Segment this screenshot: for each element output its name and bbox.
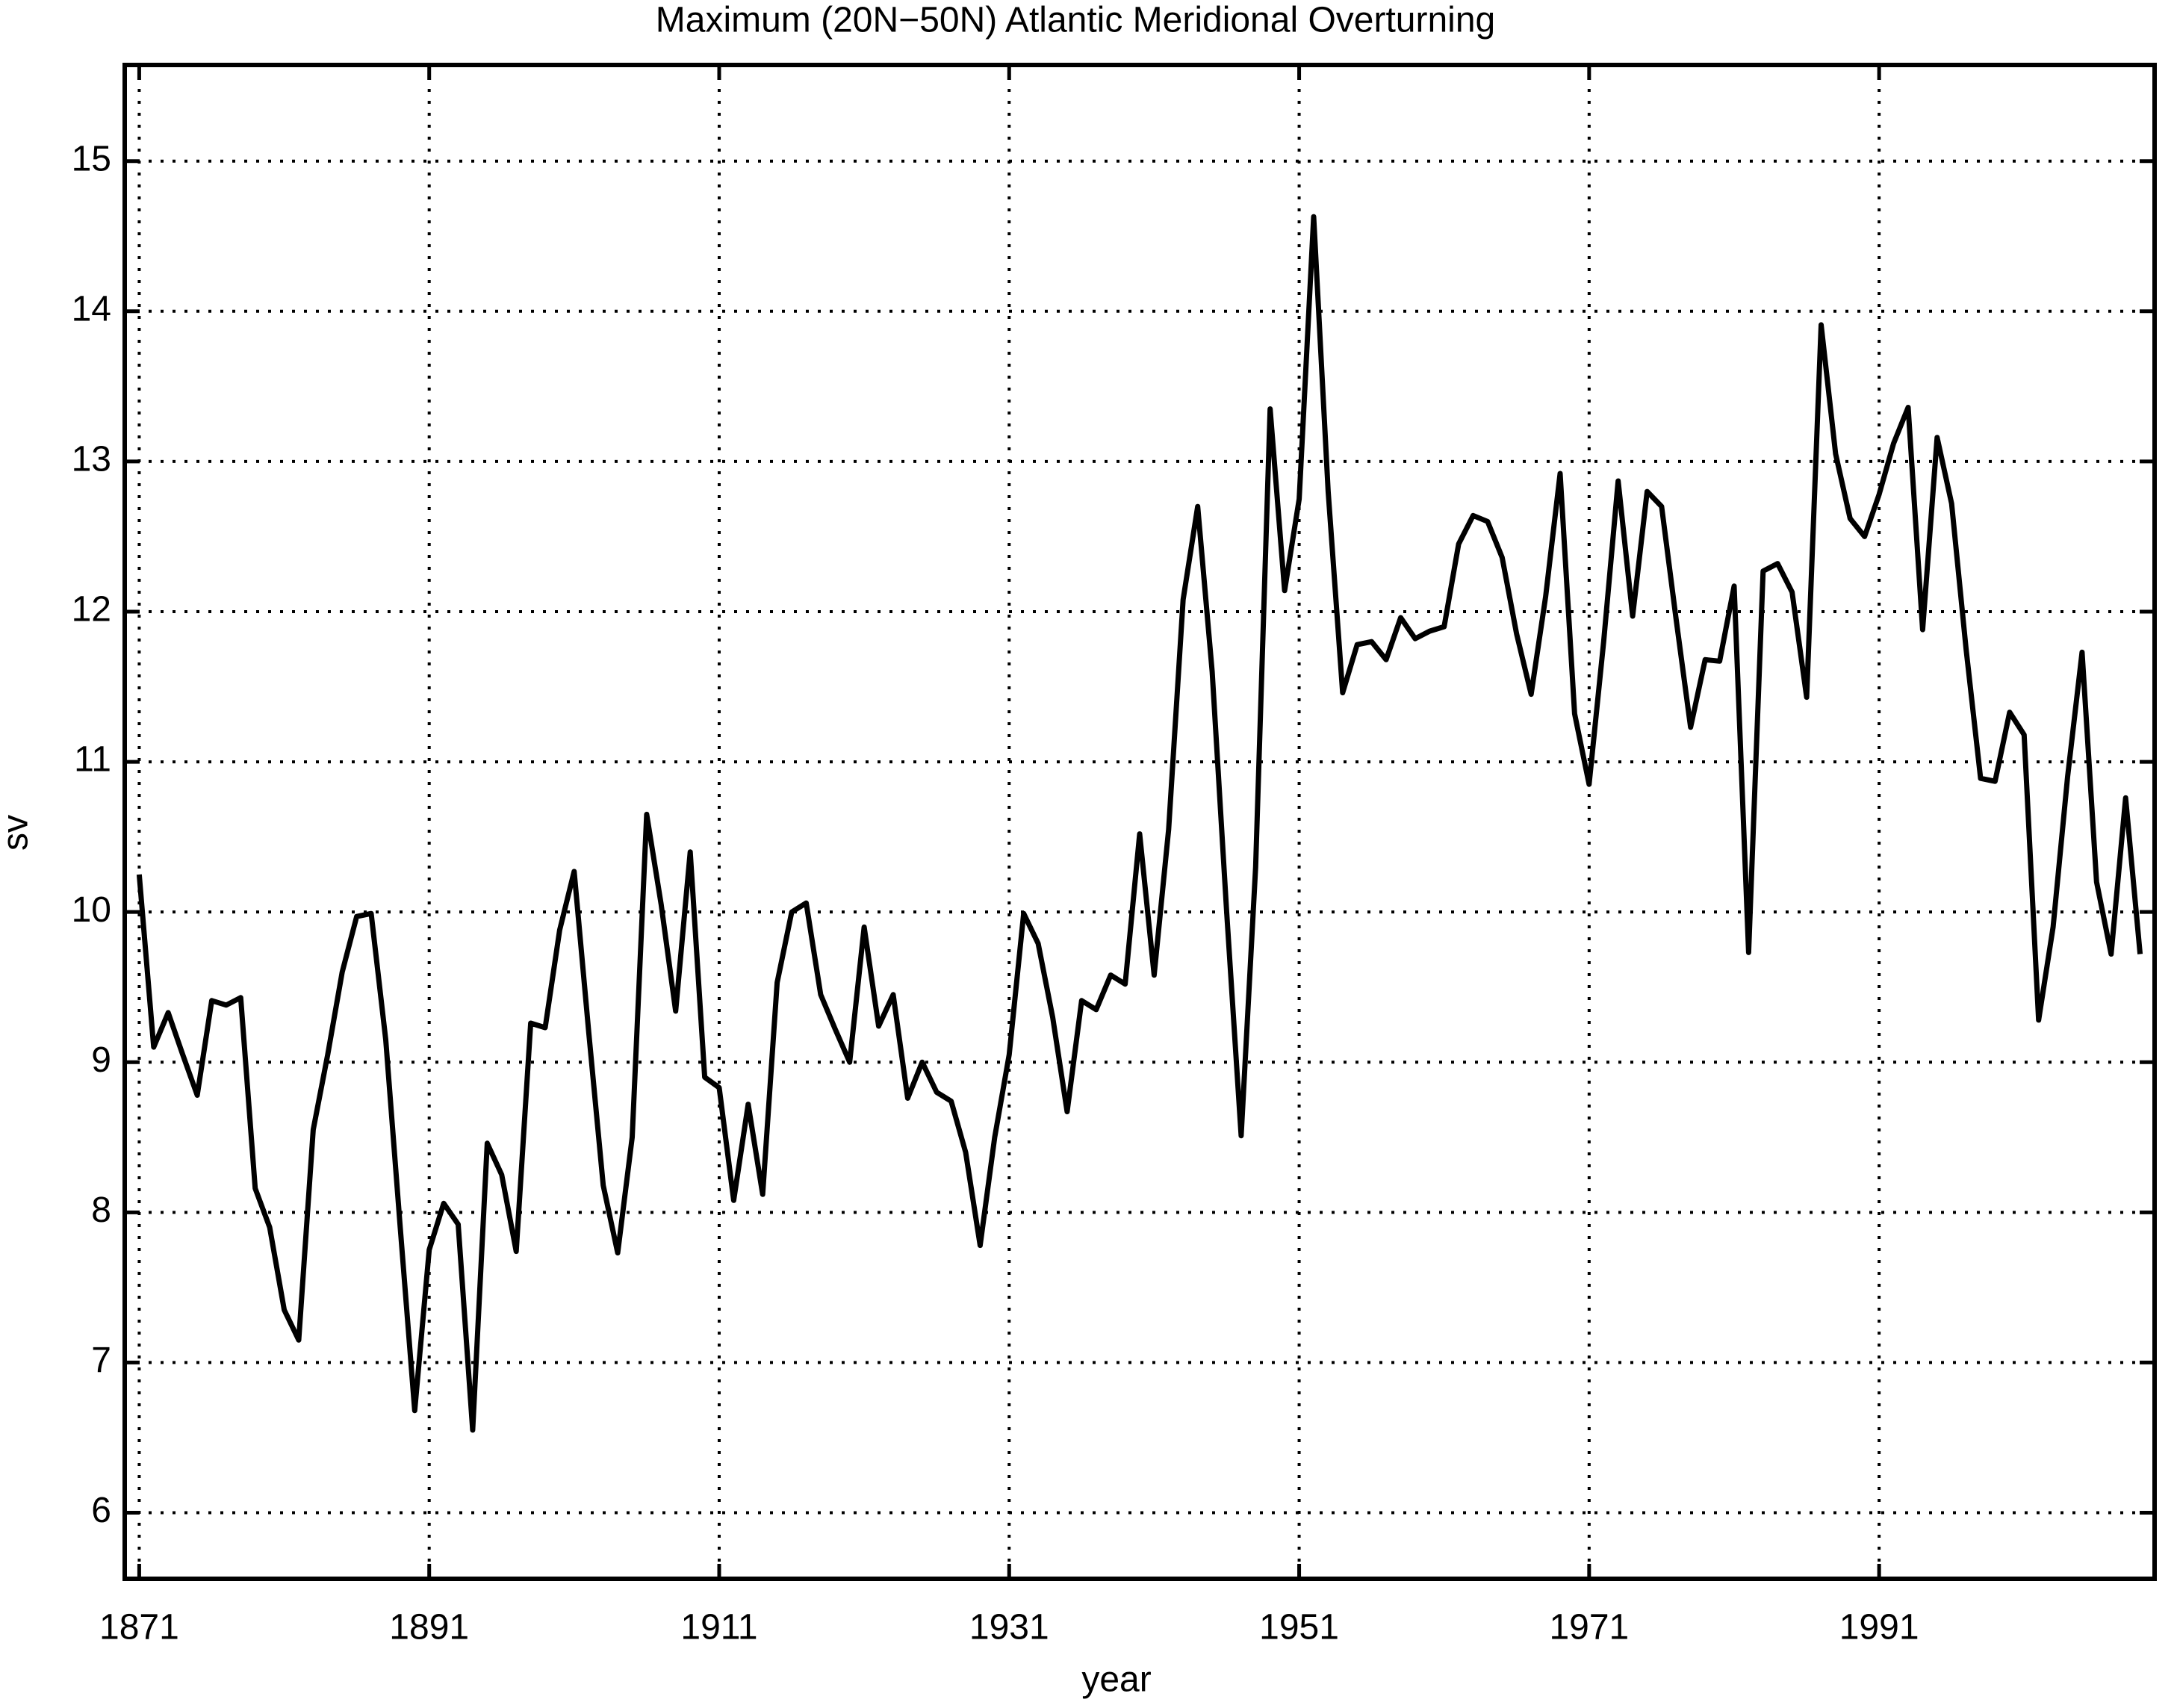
y-axis-label: sv xyxy=(0,815,36,851)
y-tick-label: 10 xyxy=(72,890,111,930)
chart-title: Maximum (20N−50N) Atlantic Meridional Ov… xyxy=(656,1,1495,40)
x-axis-label: year xyxy=(1081,1660,1151,1700)
x-tick-label: 1951 xyxy=(1259,1608,1339,1648)
x-tick-label: 1991 xyxy=(1839,1608,1919,1648)
y-tick-label: 12 xyxy=(72,590,111,630)
x-tick-label: 1971 xyxy=(1549,1608,1629,1648)
x-tick-label: 1931 xyxy=(969,1608,1049,1648)
data-line xyxy=(136,214,2143,1433)
y-tick-label: 6 xyxy=(91,1491,111,1530)
y-tick-label: 8 xyxy=(91,1190,111,1230)
y-tick-label: 13 xyxy=(72,440,111,479)
y-tick-label: 15 xyxy=(72,139,111,178)
y-tick-label: 7 xyxy=(91,1341,111,1380)
x-tick-label: 1891 xyxy=(389,1608,469,1648)
y-tick-label: 14 xyxy=(72,289,111,329)
x-tick-label: 1871 xyxy=(99,1608,179,1648)
y-tick-label: 11 xyxy=(74,740,111,780)
y-tick-label: 9 xyxy=(91,1040,111,1080)
x-tick-label: 1911 xyxy=(680,1608,757,1648)
plot-frame xyxy=(122,63,2157,1581)
